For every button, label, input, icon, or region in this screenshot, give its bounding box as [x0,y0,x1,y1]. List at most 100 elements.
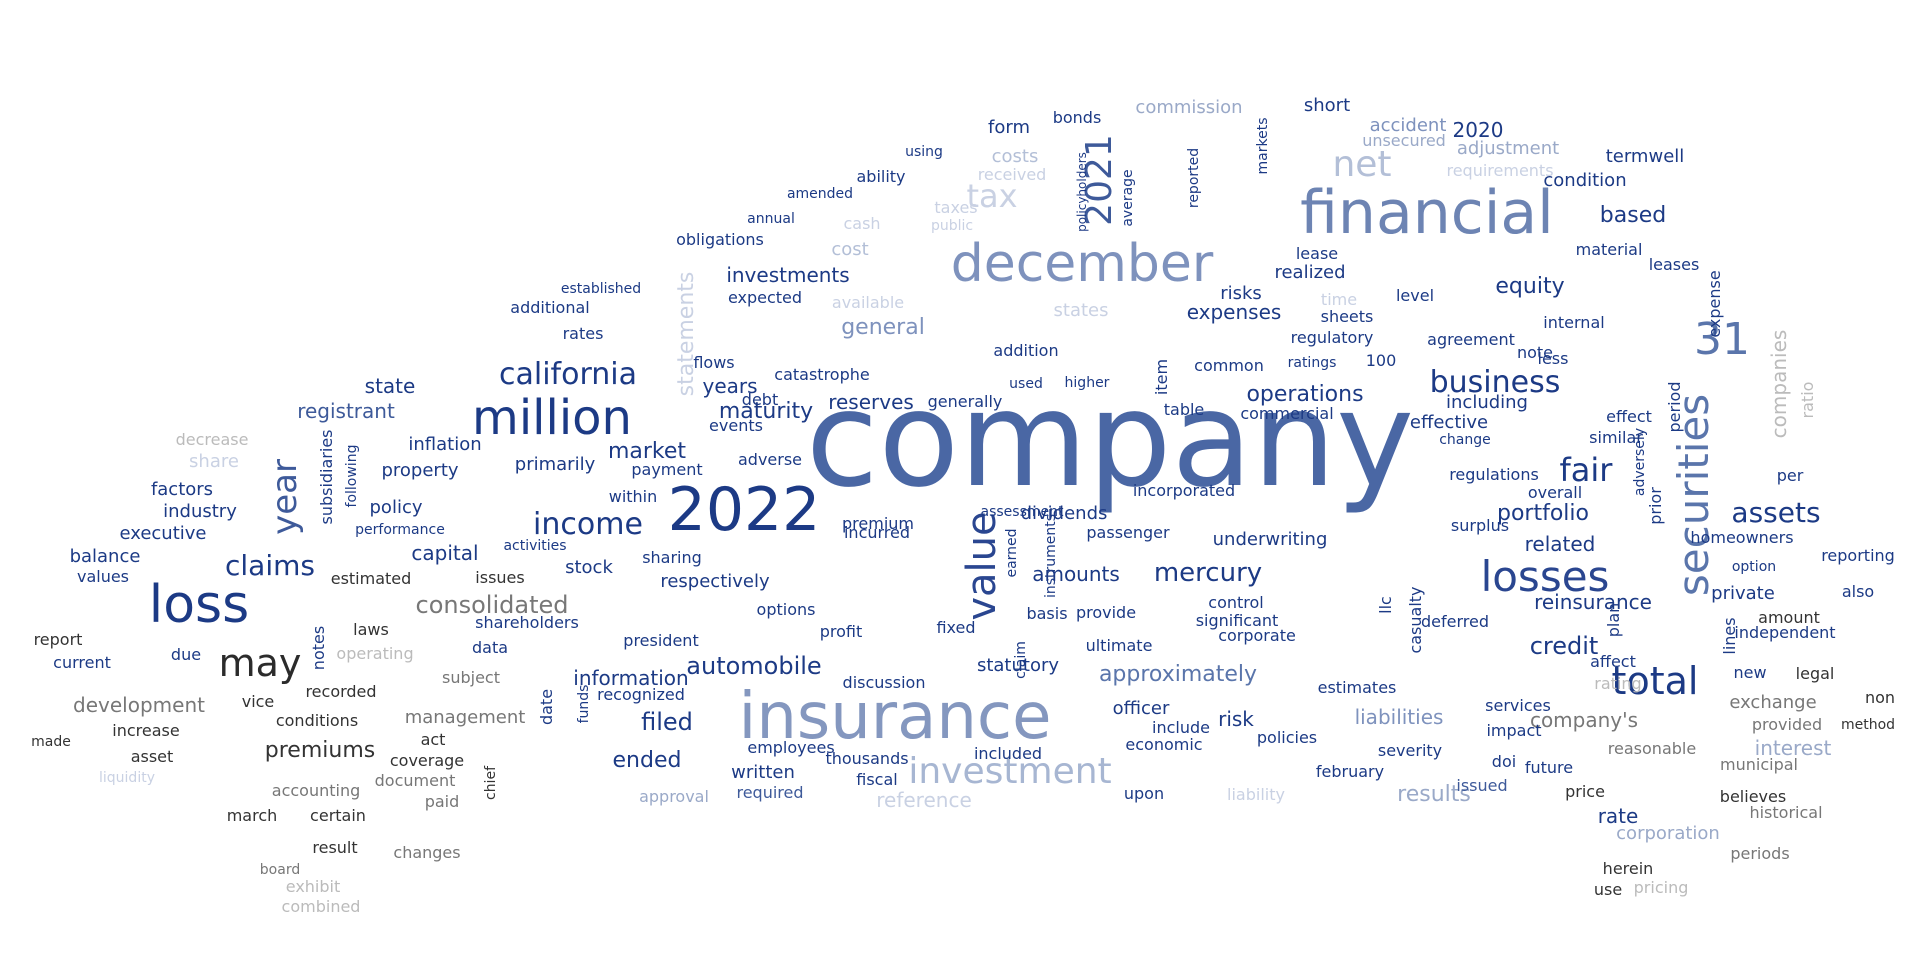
word-payment: payment [631,460,703,479]
word-exchange: exchange [1729,692,1817,713]
word-affect: affect [1590,652,1636,671]
word-used: used [1009,376,1043,392]
word-severity: severity [1377,741,1443,760]
word-provided: provided [1751,715,1823,734]
word-item: item [1152,358,1171,396]
word-adversely: adversely [1632,427,1648,497]
word-subsidiaries: subsidiaries [317,429,336,525]
word-investments: investments [726,263,850,287]
word-historical: historical [1749,803,1823,822]
word-years: years [702,374,758,398]
word-officer: officer [1112,698,1170,719]
word-activities: activities [503,538,567,554]
word-liquidity: liquidity [99,770,155,786]
word-condition: condition [1543,170,1627,191]
word-maturity: maturity [718,399,814,424]
word-adjustment: adjustment [1456,138,1560,159]
word-coverage: coverage [389,751,465,770]
word-exhibit: exhibit [285,877,341,896]
word-assessment: assessment [980,504,1064,520]
word-results: results [1397,782,1471,807]
word-doi: doi [1491,752,1517,771]
word-flows: flows [693,353,735,372]
word-portfolio: portfolio [1497,501,1589,526]
word-companies: companies [1767,329,1791,439]
word-act: act [420,730,446,749]
word-per: per [1776,466,1804,485]
word-markets: markets [1255,117,1271,175]
word-liabilities: liabilities [1354,705,1444,729]
word-expected: expected [727,288,803,307]
word-control: control [1208,593,1264,612]
word-private: private [1711,583,1775,604]
word-form: form [988,117,1030,138]
word-obligations: obligations [676,230,764,249]
word-result: result [312,838,358,857]
word-provide: provide [1075,603,1137,622]
word-available: available [831,293,905,312]
word-stock: stock [565,557,613,578]
word-reinsurance: reinsurance [1534,590,1652,614]
word-assets: assets [1731,496,1821,529]
word-rating: rating [1594,674,1642,693]
word-reference: reference [876,788,972,812]
word-common: common [1194,356,1264,375]
word-operating: operating [336,644,414,663]
word-claims: claims [225,549,315,582]
word-believes: believes [1719,787,1787,806]
word-dividends: dividends [1020,503,1108,524]
word-consolidated: consolidated [415,591,569,619]
word-unsecured: unsecured [1362,131,1446,150]
word-factors: factors [150,479,214,500]
word-within: within [608,487,658,506]
word-average: average [1120,169,1136,227]
word-capital: capital [411,541,479,565]
word-also: also [1841,582,1875,601]
word-equity: equity [1495,274,1565,299]
word-option: option [1731,559,1777,575]
word-leases: leases [1648,255,1700,274]
word-cost: cost [831,239,869,260]
word-basis: basis [1026,604,1068,623]
word-passenger: passenger [1086,523,1170,542]
word-including: including [1446,392,1528,413]
word-requirements: requirements [1446,161,1554,180]
word-recognized: recognized [597,685,685,704]
word-lines: lines [1720,617,1739,655]
word-underwriting: underwriting [1212,529,1328,550]
word-statements: statements [674,271,699,397]
word-december: december [950,234,1214,294]
word-tax: tax [966,177,1018,215]
word-document: document [374,771,456,790]
word-higher: higher [1064,375,1110,391]
word-reasonable: reasonable [1607,739,1697,758]
word-adverse: adverse [737,450,803,469]
word-vice: vice [241,692,275,711]
word-lease: lease [1295,244,1339,263]
word-information: information [573,666,689,690]
word-paid: paid [424,792,460,811]
word-cash: cash [843,214,881,233]
word-herein: herein [1602,859,1654,878]
word-policyholders: policyholders [1075,152,1089,232]
word-recorded: recorded [305,682,377,701]
word-may: may [218,641,302,685]
word-economic: economic [1125,735,1203,754]
word-respectively: respectively [660,571,770,592]
word-date: date [537,688,556,726]
word-31: 31 [1694,314,1750,365]
word-services: services [1485,696,1551,715]
word-mercury: mercury [1153,558,1263,588]
word-received: received [977,165,1047,184]
word-march: march [226,806,278,825]
word-include: include [1152,718,1210,737]
word-rates: rates [562,324,604,343]
word-risks: risks [1220,283,1262,304]
word-debt: debt [741,390,779,409]
word-issued: issued [1456,776,1508,795]
word-based: based [1599,203,1667,228]
word-homeowners: homeowners [1690,528,1794,547]
word-additional: additional [510,298,590,317]
word-level: level [1395,286,1435,305]
word-sharing: sharing [642,548,702,567]
